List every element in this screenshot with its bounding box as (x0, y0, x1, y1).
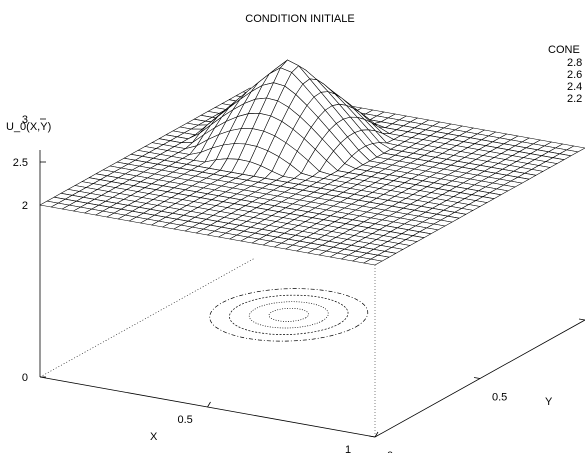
y-axis-label: Y (545, 396, 553, 408)
y-tick-label: 0 (387, 450, 393, 453)
z-axis-ticks: 022.53 (13, 114, 46, 384)
z-tick-label: 3 (22, 114, 28, 126)
y-tick-label: 0.5 (492, 392, 507, 404)
contour-line (248, 301, 329, 329)
legend-level: 2.8 (567, 57, 582, 69)
y-tick-mark (473, 377, 481, 379)
z-tick-label: 2 (22, 200, 28, 212)
surface-mesh (39, 59, 585, 266)
legend-level: 2.2 (567, 93, 582, 105)
y-tick-mark (368, 435, 376, 438)
chart-title: CONDITION INITIALE (245, 13, 354, 25)
legend-level: 2.6 (567, 69, 582, 81)
contour-line (209, 288, 369, 342)
legend-level: 2.4 (567, 81, 582, 93)
legend-title: CONE (548, 44, 580, 56)
z-axis-label: U_0(X,Y) (6, 121, 51, 133)
x-tick-label: 1 (345, 444, 351, 453)
x-tick-mark (374, 431, 379, 438)
z-tick-label: 2.5 (13, 157, 28, 169)
y-axis-ticks: 00.51 (368, 318, 585, 453)
x-axis-ticks: 0.51 (178, 401, 379, 453)
z-tick-label: 0 (22, 372, 28, 384)
surface-cell (363, 258, 383, 266)
x-axis-label: X (150, 431, 158, 443)
x-tick-label: 0.5 (178, 414, 193, 426)
contour-line (229, 294, 349, 335)
contour-line (268, 307, 309, 322)
legend: 2.82.62.42.2 (567, 57, 582, 105)
y-tick-mark (578, 318, 585, 321)
x-tick-mark (207, 401, 211, 408)
contour-lines (209, 288, 369, 342)
